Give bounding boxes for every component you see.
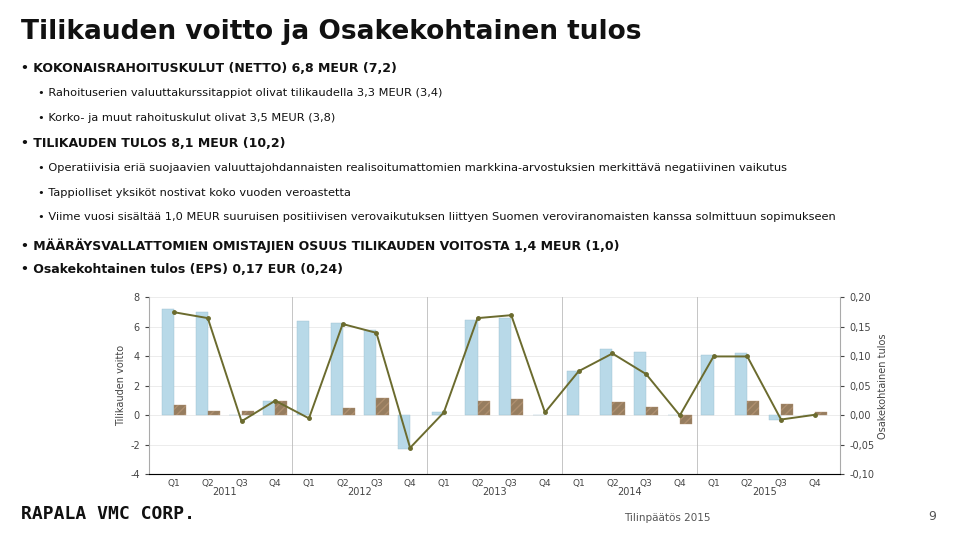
Bar [477,401,490,415]
Text: • Rahoituserien valuuttakurssitappiot olivat tilikaudella 3,3 MEUR (3,4): • Rahoituserien valuuttakurssitappiot ol… [38,88,443,99]
Bar [680,415,692,425]
Text: • Tappiolliset yksiköt nostivat koko vuoden veroastetta: • Tappiolliset yksiköt nostivat koko vuo… [38,188,351,198]
Bar [376,398,389,415]
Text: • Osakekohtainen tulos (EPS) 0,17 EUR (0,24): • Osakekohtainen tulos (EPS) 0,17 EUR (0… [21,263,343,276]
Bar [702,355,713,415]
Bar [735,354,747,415]
Bar [815,413,827,415]
Text: • Viime vuosi sisältää 1,0 MEUR suuruisen positiivisen verovaikutuksen liittyen : • Viime vuosi sisältää 1,0 MEUR suuruise… [38,212,836,222]
Text: • MÄÄRÄYSVALLATTOMIEN OMISTAJIEN OSUUS TILIKAUDEN VOITOSTA 1,4 MEUR (1,0): • MÄÄRÄYSVALLATTOMIEN OMISTAJIEN OSUUS T… [21,239,619,253]
Text: • KOKONAISRAHOITUSKULUT (NETTO) 6,8 MEUR (7,2): • KOKONAISRAHOITUSKULUT (NETTO) 6,8 MEUR… [21,62,397,75]
Y-axis label: Osakekohtainen tulos: Osakekohtainen tulos [878,333,888,438]
Bar [343,408,355,415]
Bar [646,407,659,415]
Bar [364,330,376,415]
Bar [769,415,781,420]
Bar [398,415,410,449]
Bar [207,411,220,415]
Bar [634,352,646,415]
Text: • TILIKAUDEN TULOS 8,1 MEUR (10,2): • TILIKAUDEN TULOS 8,1 MEUR (10,2) [21,137,286,150]
Bar [297,321,309,415]
Bar [432,413,444,415]
Bar [162,309,174,415]
Bar [747,401,759,415]
Bar [512,399,523,415]
Text: RAPALA VMC CORP.: RAPALA VMC CORP. [21,504,195,523]
Bar [330,323,343,415]
Bar [466,319,477,415]
Text: 2013: 2013 [482,487,507,497]
Text: Tilikauden voitto ja Osakekohtainen tulos: Tilikauden voitto ja Osakekohtainen tulo… [21,19,641,45]
Bar [612,402,625,415]
Y-axis label: Tilikauden voitto: Tilikauden voitto [116,345,126,427]
Bar [196,312,207,415]
Bar [174,405,186,415]
Bar [499,318,512,415]
Bar [600,349,612,415]
Text: • Operatiivisia eriä suojaavien valuuttajohdannaisten realisoitumattomien markki: • Operatiivisia eriä suojaavien valuutta… [38,163,787,174]
Bar [566,371,579,415]
Bar [242,411,253,415]
Text: Tilinpäätös 2015: Tilinpäätös 2015 [624,512,710,523]
Text: 2011: 2011 [212,487,237,497]
Text: 9: 9 [928,510,936,523]
Bar [263,401,276,415]
Text: 2015: 2015 [752,487,777,497]
Text: 2014: 2014 [617,487,641,497]
Bar [276,401,287,415]
Bar [781,404,793,415]
Text: 2012: 2012 [348,487,372,497]
Text: • Korko- ja muut rahoituskulut olivat 3,5 MEUR (3,8): • Korko- ja muut rahoituskulut olivat 3,… [38,113,336,123]
